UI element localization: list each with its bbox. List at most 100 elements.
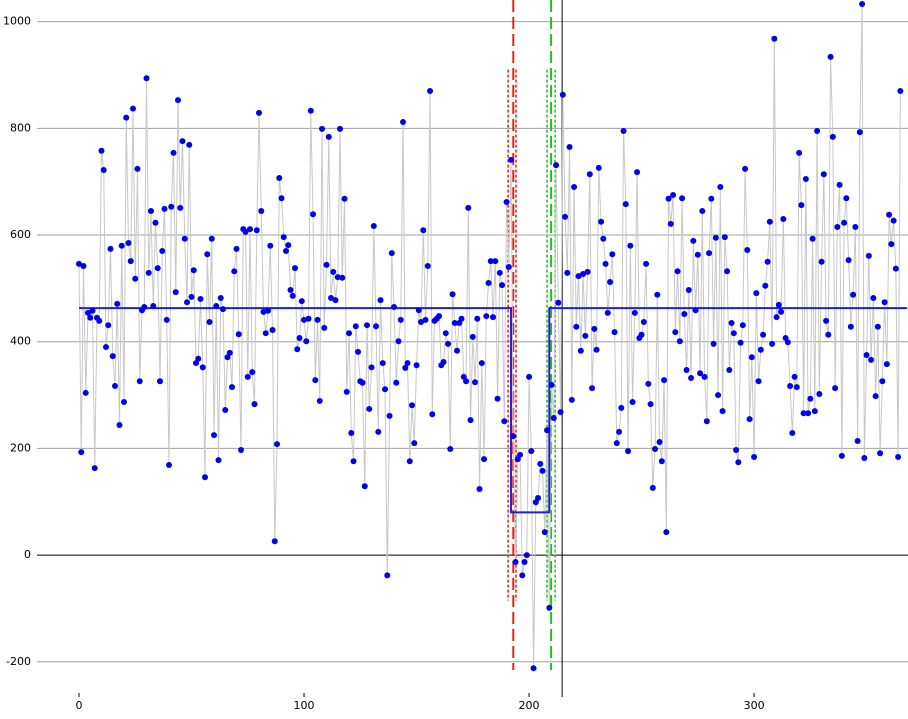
data-point	[566, 144, 573, 151]
data-point	[159, 248, 166, 255]
data-point	[568, 396, 575, 403]
data-point	[600, 235, 607, 242]
data-point	[780, 216, 787, 223]
data-point	[841, 219, 848, 226]
data-point	[379, 360, 386, 367]
data-point	[168, 203, 175, 210]
data-point	[647, 401, 654, 408]
data-point	[109, 353, 116, 360]
data-point	[519, 572, 526, 579]
data-point	[559, 91, 566, 98]
data-point	[197, 296, 204, 303]
data-point	[377, 297, 384, 304]
data-point	[708, 195, 715, 202]
data-point	[150, 302, 157, 309]
data-point	[649, 484, 656, 491]
data-point	[156, 378, 163, 385]
data-point	[728, 320, 735, 327]
data-point	[544, 427, 551, 434]
data-point	[458, 315, 465, 322]
data-line	[78, 4, 901, 669]
data-point	[895, 453, 902, 460]
data-point	[508, 156, 515, 163]
data-point	[350, 458, 357, 465]
data-point	[424, 262, 431, 269]
data-point	[823, 317, 830, 324]
data-point	[215, 457, 222, 464]
data-point	[418, 318, 425, 325]
data-point	[730, 330, 737, 337]
data-point	[366, 405, 373, 412]
data-point	[881, 299, 888, 306]
data-point	[289, 292, 296, 299]
data-point	[100, 166, 107, 173]
data-point	[706, 250, 713, 257]
x-tick-label: 0	[75, 699, 82, 712]
data-point	[613, 440, 620, 447]
data-point	[888, 241, 895, 248]
data-point	[310, 211, 317, 218]
data-point	[402, 364, 409, 371]
data-point	[724, 268, 731, 275]
data-point	[656, 439, 663, 446]
data-point	[208, 235, 215, 242]
data-point	[778, 308, 785, 315]
data-point	[737, 339, 744, 346]
data-point	[784, 339, 791, 346]
data-point	[406, 458, 413, 465]
data-point	[564, 269, 571, 276]
data-point	[355, 348, 362, 355]
fit-line	[78, 307, 908, 514]
data-point	[388, 250, 395, 257]
data-point	[811, 408, 818, 415]
data-point	[382, 386, 389, 393]
data-point	[492, 258, 499, 265]
data-point	[818, 258, 825, 265]
data-point	[744, 246, 751, 253]
data-point	[883, 361, 890, 368]
data-point	[278, 195, 285, 202]
data-point	[688, 374, 695, 381]
data-point	[84, 309, 91, 316]
data-point	[834, 224, 841, 231]
data-point	[679, 195, 686, 202]
data-point	[762, 282, 769, 289]
data-point	[476, 485, 483, 492]
data-point	[602, 260, 609, 267]
data-point	[170, 149, 177, 156]
data-point	[703, 418, 710, 425]
data-point	[427, 88, 434, 95]
data-point	[483, 313, 490, 320]
data-point	[836, 181, 843, 188]
data-point	[676, 338, 683, 345]
data-point	[868, 356, 875, 363]
data-point	[285, 242, 292, 249]
data-point	[184, 299, 191, 306]
data-point	[256, 109, 263, 116]
data-point	[699, 208, 706, 215]
data-point	[874, 323, 881, 330]
data-point	[721, 234, 728, 241]
data-point	[265, 307, 272, 314]
data-point	[710, 340, 717, 347]
y-tick-label: 1000	[3, 15, 31, 28]
data-point	[474, 315, 481, 322]
data-point	[798, 202, 805, 209]
data-point	[226, 349, 233, 356]
data-point	[422, 316, 429, 323]
data-point	[229, 384, 236, 391]
data-point	[820, 171, 827, 178]
data-point	[658, 458, 665, 465]
data-point	[717, 184, 724, 191]
data-point	[609, 251, 616, 258]
data-point	[827, 53, 834, 60]
data-point	[562, 213, 569, 220]
data-point	[739, 322, 746, 329]
data-point	[643, 260, 650, 267]
data-point	[550, 415, 557, 422]
data-point	[220, 306, 227, 313]
data-point	[373, 323, 380, 330]
data-point	[701, 373, 708, 380]
data-point	[751, 453, 758, 460]
data-point	[440, 358, 447, 365]
